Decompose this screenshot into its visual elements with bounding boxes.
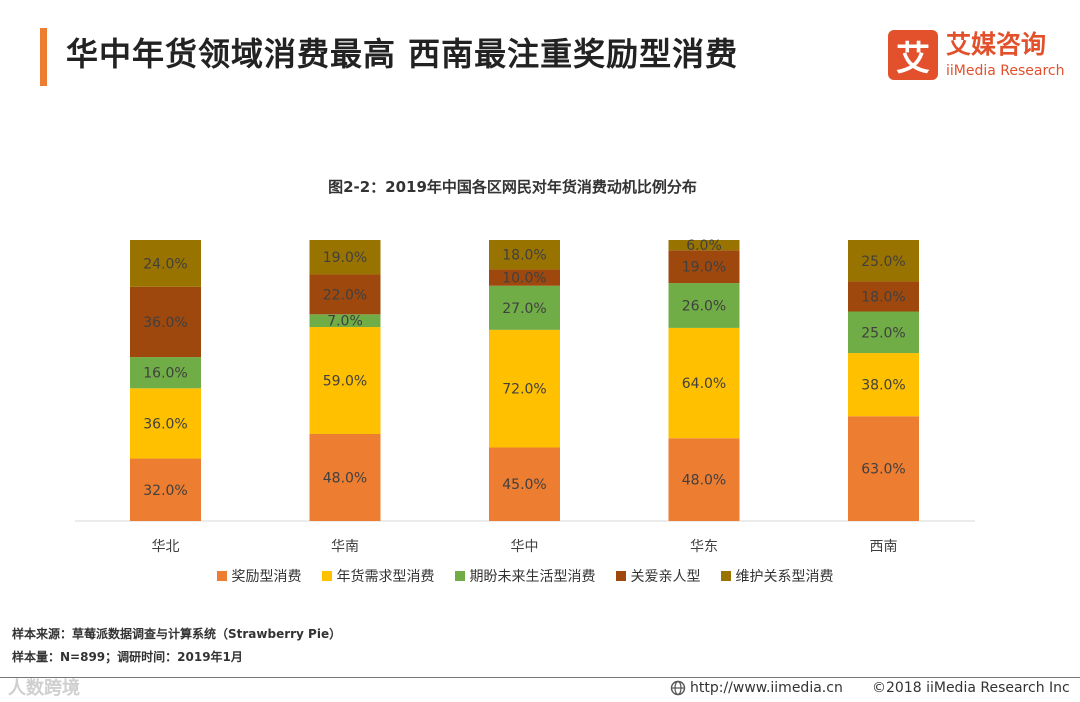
bar-segment: [668, 327, 740, 439]
data-label: 26.0%: [682, 299, 726, 315]
bar-segment: [848, 240, 919, 282]
legend-swatch: [615, 571, 626, 581]
brand-name-cn: 艾媒咨询: [946, 30, 1047, 59]
bar-segment: [130, 357, 201, 389]
bar-segment: [130, 286, 201, 358]
data-label: 18.0%: [502, 248, 546, 264]
legend-label: 维护关系型消费: [735, 569, 834, 585]
globe-icon: [670, 680, 686, 696]
data-label: 25.0%: [861, 325, 905, 341]
x-tick-label: 华南: [331, 539, 359, 555]
data-label: 19.0%: [682, 260, 726, 276]
footer-url[interactable]: http://www.iimedia.cn: [670, 680, 843, 696]
bar-segment: [848, 353, 919, 417]
bar-segment: [668, 240, 740, 251]
data-label: 36.0%: [143, 416, 187, 432]
legend-item: 年货需求型消费: [321, 566, 435, 586]
brand-logo-block: 艾 艾媒咨询 iiMedia Research: [888, 30, 1065, 82]
watermark-text: 人数跨境: [8, 678, 80, 699]
legend-item: 维护关系型消费: [720, 566, 834, 586]
legend-label: 期盼未来生活型消费: [469, 569, 596, 585]
data-label: 32.0%: [143, 483, 187, 499]
legend-swatch: [321, 571, 332, 581]
bar-segment: [668, 250, 740, 284]
data-label: 48.0%: [323, 470, 367, 486]
bar-segment: [309, 327, 381, 434]
legend-swatch: [454, 571, 465, 581]
bar-segment: [848, 416, 919, 521]
legend-label: 关爱亲人型: [630, 569, 701, 585]
brand-logo-icon: 艾: [888, 30, 938, 80]
x-tick-label: 华中: [511, 539, 539, 555]
data-label: 10.0%: [502, 271, 546, 287]
bar-segment: [309, 274, 381, 315]
title-accent-bar: [40, 28, 47, 86]
sample-size-note: 样本量：N=899；调研时间：2019年1月: [12, 650, 243, 664]
bar-segment: [130, 388, 201, 459]
bar-segment: [130, 240, 201, 287]
bar-segment: [489, 329, 560, 448]
bar-segment: [668, 438, 740, 521]
chart-title: 图2-2：2019年中国各区网民对年货消费动机比例分布: [328, 178, 697, 196]
data-label: 6.0%: [686, 238, 722, 254]
data-label: 7.0%: [327, 314, 363, 330]
bar-segment: [489, 269, 560, 286]
legend-swatch: [720, 571, 731, 581]
data-label: 25.0%: [861, 254, 905, 270]
x-tick-label: 华东: [690, 539, 718, 555]
footer-copyright: ©2018 iiMedia Research Inc: [872, 680, 1070, 696]
legend-label: 奖励型消费: [231, 569, 302, 585]
data-label: 22.0%: [323, 287, 367, 303]
footer-divider: [0, 677, 1080, 678]
page-title: 华中年货领域消费最高 西南最注重奖励型消费: [66, 35, 739, 73]
data-label: 72.0%: [502, 382, 546, 398]
legend-item: 奖励型消费: [216, 566, 302, 586]
legend-item: 关爱亲人型: [615, 566, 701, 586]
brand-name-en: iiMedia Research: [946, 63, 1065, 79]
chart-legend: 奖励型消费 年货需求型消费 期盼未来生活型消费 关爱亲人型 维护关系型消费: [0, 566, 1050, 586]
bar-segment: [489, 447, 560, 521]
bar-segment: [848, 281, 919, 312]
sample-source-note: 样本来源：草莓派数据调查与计算系统（Strawberry Pie）: [12, 627, 342, 641]
bar-segment: [848, 311, 919, 354]
bar-segment: [309, 433, 381, 521]
bar-segment: [668, 283, 740, 328]
bar-segment: [489, 240, 560, 270]
data-label: 24.0%: [143, 256, 187, 272]
legend-item: 期盼未来生活型消费: [454, 566, 596, 586]
bar-segment: [130, 458, 201, 521]
data-label: 16.0%: [143, 366, 187, 382]
legend-label: 年货需求型消费: [336, 569, 435, 585]
legend-swatch: [216, 571, 227, 581]
data-label: 48.0%: [682, 473, 726, 489]
x-tick-label: 华北: [152, 539, 180, 555]
data-label: 18.0%: [861, 290, 905, 306]
data-label: 38.0%: [861, 378, 905, 394]
data-label: 63.0%: [861, 462, 905, 478]
data-label: 27.0%: [502, 301, 546, 317]
data-label: 19.0%: [323, 250, 367, 266]
data-label: 36.0%: [143, 315, 187, 331]
data-label: 45.0%: [502, 477, 546, 493]
footer-url-text[interactable]: http://www.iimedia.cn: [690, 680, 843, 696]
data-label: 59.0%: [323, 374, 367, 390]
x-tick-label: 西南: [870, 539, 898, 555]
bar-segment: [309, 240, 381, 275]
bar-segment: [309, 314, 381, 328]
bar-segment: [489, 285, 560, 330]
data-label: 64.0%: [682, 376, 726, 392]
